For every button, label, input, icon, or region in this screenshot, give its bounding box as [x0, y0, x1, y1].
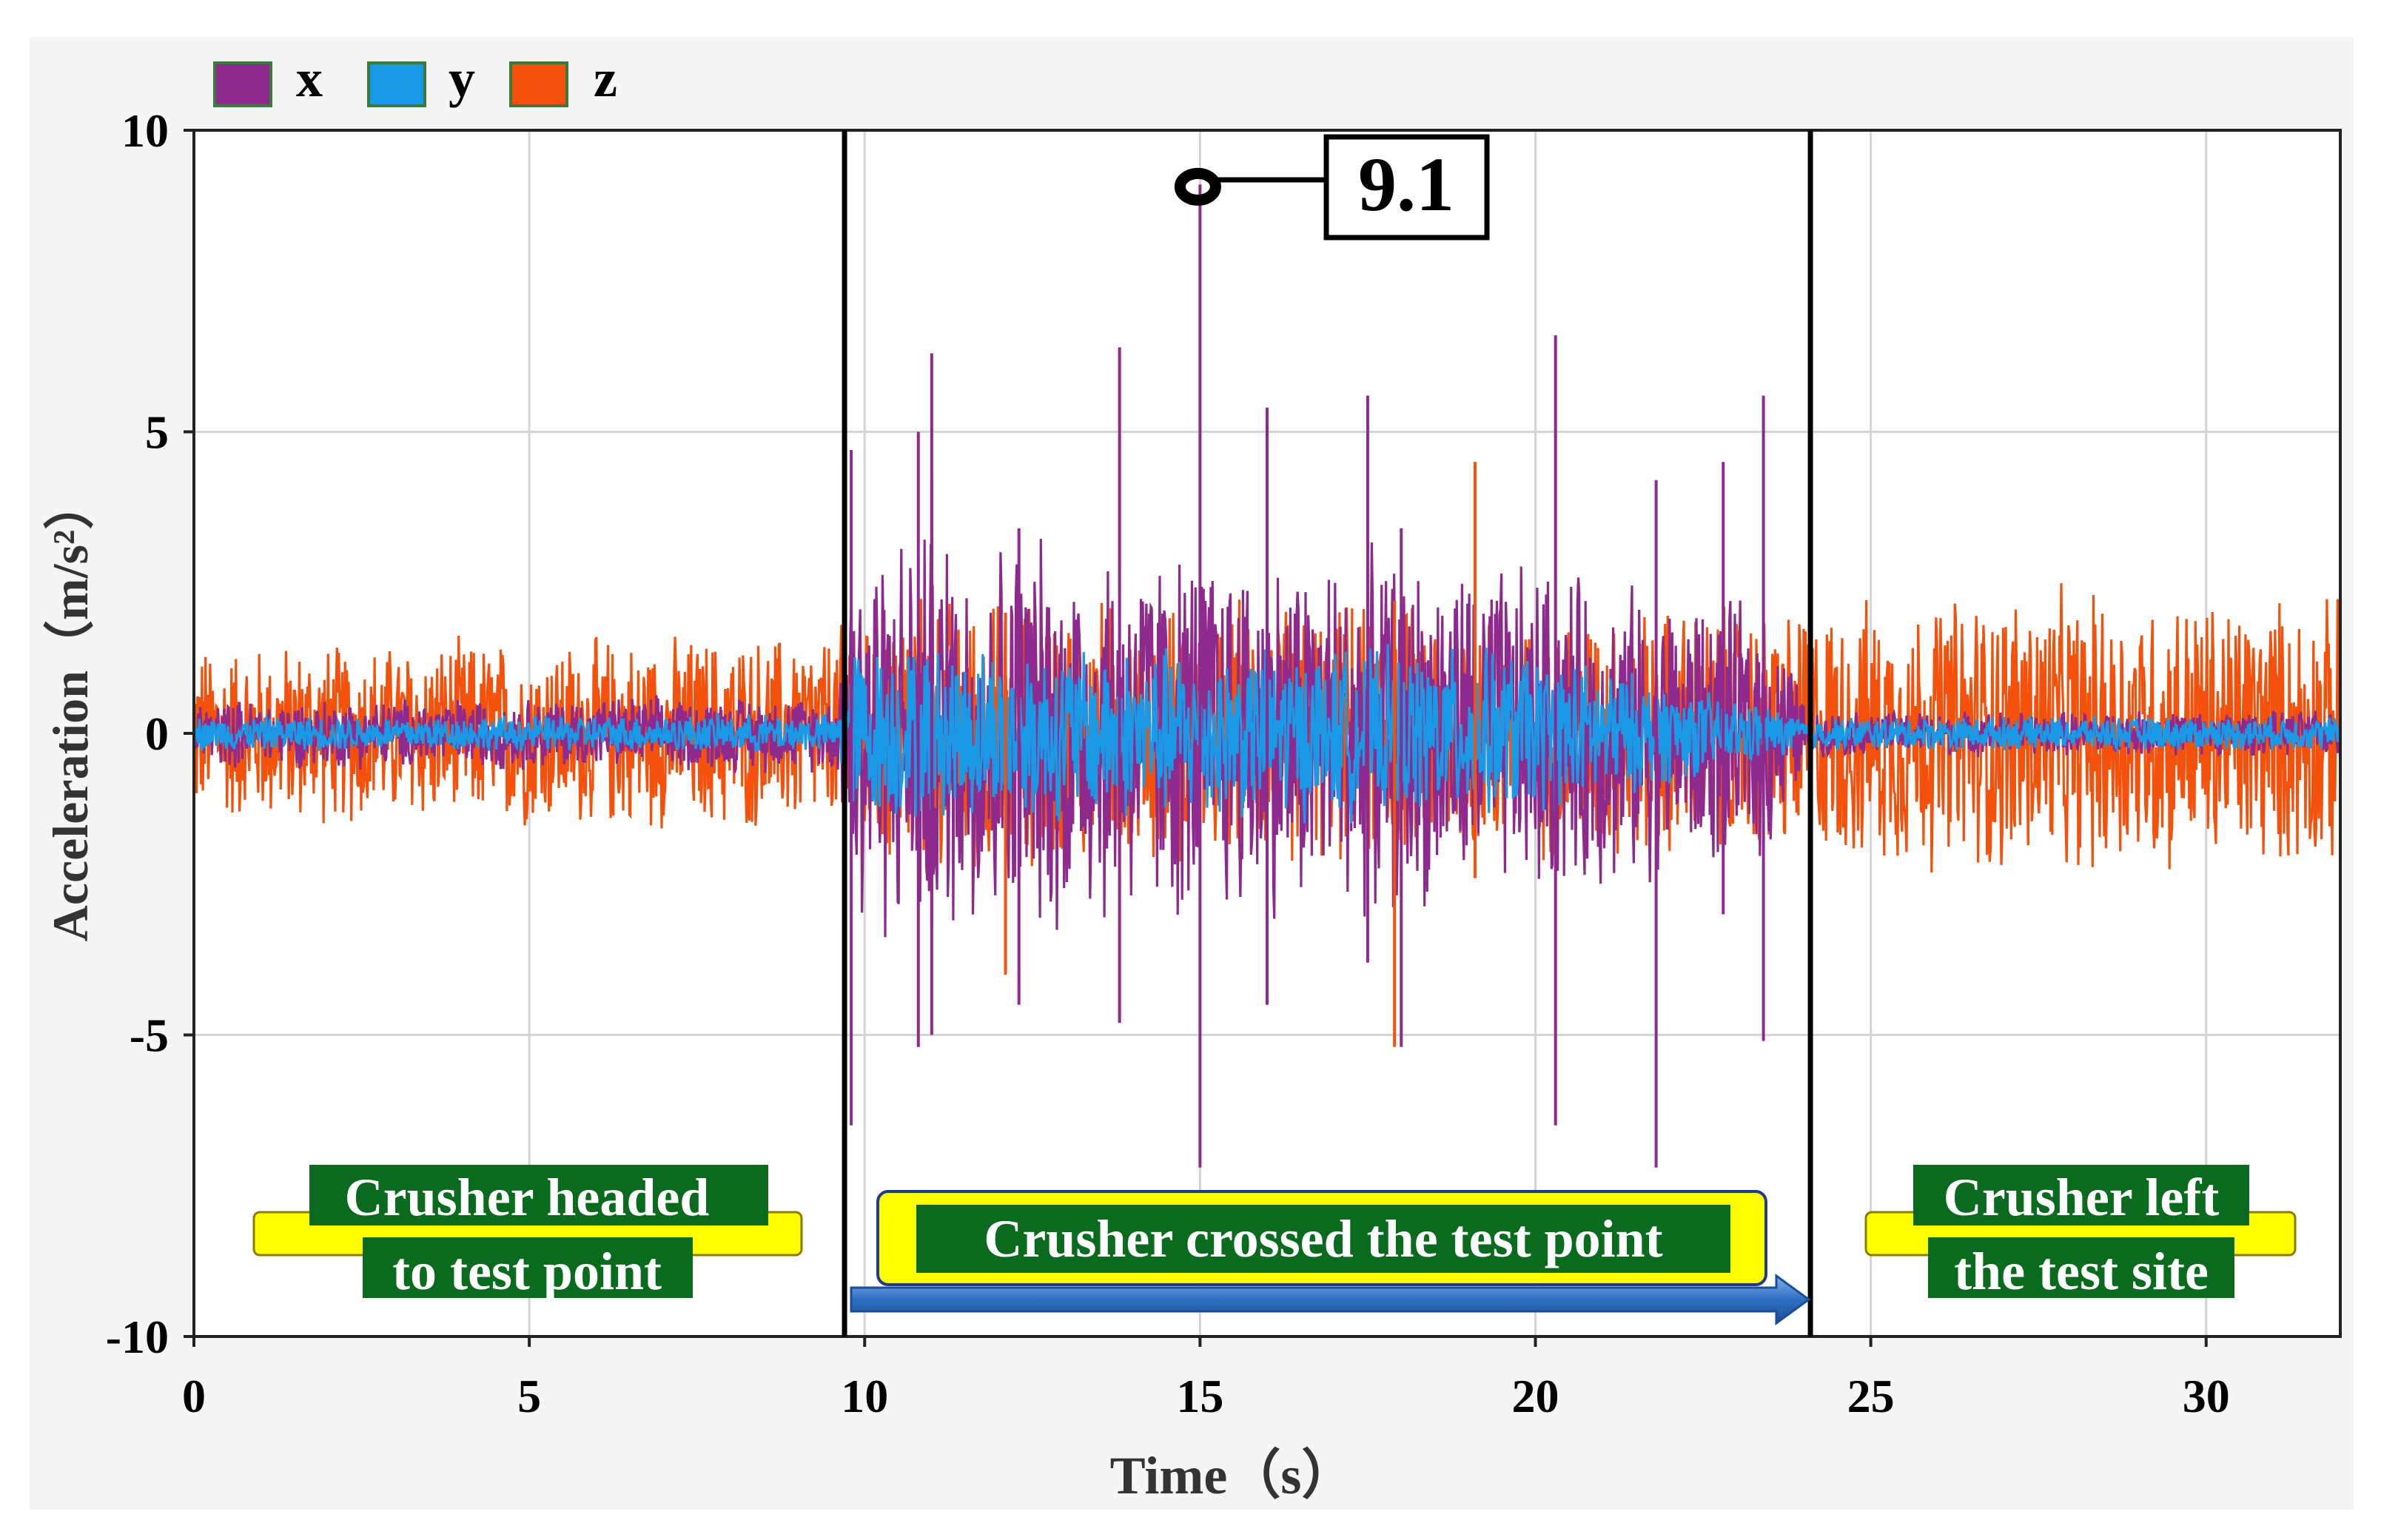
legend: x y z [213, 49, 617, 108]
legend-label-x: x [296, 49, 323, 108]
x-tick-label-6: 30 [2183, 1370, 2230, 1422]
phase-arrow [850, 1274, 1811, 1325]
phase-label-2-box [916, 1205, 1730, 1273]
y-tick-label-2: 0 [145, 707, 169, 760]
x-tick-label-3: 15 [1176, 1370, 1223, 1422]
legend-label-z: z [594, 49, 617, 108]
x-axis-title: Time（s） [1110, 1446, 1355, 1505]
y-tick-label-3: -5 [130, 1009, 169, 1062]
x-tick-label-4: 20 [1512, 1370, 1559, 1422]
series-layer [194, 184, 2340, 1168]
phase-label-3-line1: Crusher left [1944, 1168, 2220, 1227]
axes: 0 5 10 15 20 25 30 10 5 0 -5 -10 [106, 104, 2230, 1422]
phase-label-1-box-bottom [363, 1237, 693, 1298]
legend-swatch-x [213, 61, 272, 107]
phase-label-1-line2: to test point [392, 1242, 662, 1301]
legend-swatch-y [367, 61, 426, 107]
phase-label-1-line1: Crusher headed [345, 1168, 710, 1227]
x-tick-label-2: 10 [841, 1370, 888, 1422]
phase-label-3-box-bottom [1928, 1237, 2234, 1298]
phase-label-2-text: Crusher crossed the test point [984, 1209, 1662, 1268]
phase-label-3: Crusher left the test site [1864, 1165, 2297, 1301]
x-tick-label-5: 25 [1847, 1370, 1895, 1422]
peak-marker-circle [1174, 167, 1221, 206]
peak-label: 9.1 [1358, 142, 1454, 227]
y-tick-label-1: 5 [145, 406, 169, 459]
phase-label-1: Crusher headed to test point [252, 1165, 803, 1301]
legend-label-y: y [449, 49, 475, 108]
y-axis-title: Acceleration（m/s²） [42, 480, 98, 942]
phase-lines [842, 130, 1813, 1336]
x-tick-label-0: 0 [182, 1370, 206, 1422]
peak-label-box [1323, 134, 1490, 241]
legend-swatch-z [509, 61, 568, 107]
phase-label-2: Crusher crossed the test point [850, 1190, 1811, 1325]
y-tick-label-4: -10 [106, 1311, 169, 1363]
peak-annotation: 9.1 [1174, 134, 1490, 241]
phase-label-3-box-top [1913, 1165, 2249, 1225]
phase-label-3-line2: the test site [1954, 1242, 2209, 1301]
y-tick-label-0: 10 [121, 104, 169, 157]
x-tick-label-1: 5 [517, 1370, 541, 1422]
phase-label-1-box-top [309, 1165, 768, 1225]
